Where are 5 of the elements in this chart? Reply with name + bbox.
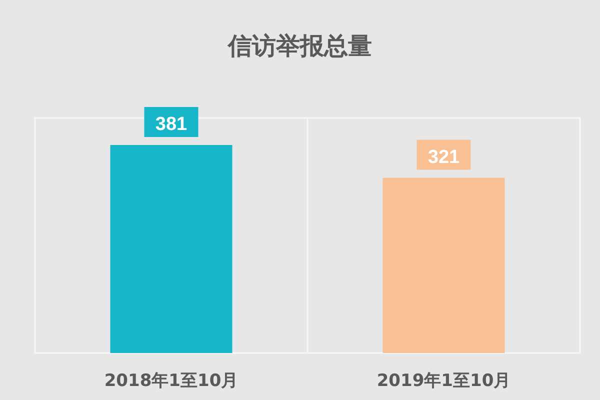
x-tick-label: 2018年1至10月 bbox=[104, 371, 238, 391]
chart-title: 信访举报总量 bbox=[227, 32, 372, 60]
x-tick-label: 2019年1至10月 bbox=[376, 371, 511, 391]
data-label: 381 bbox=[155, 114, 188, 135]
data-label: 321 bbox=[428, 146, 460, 168]
